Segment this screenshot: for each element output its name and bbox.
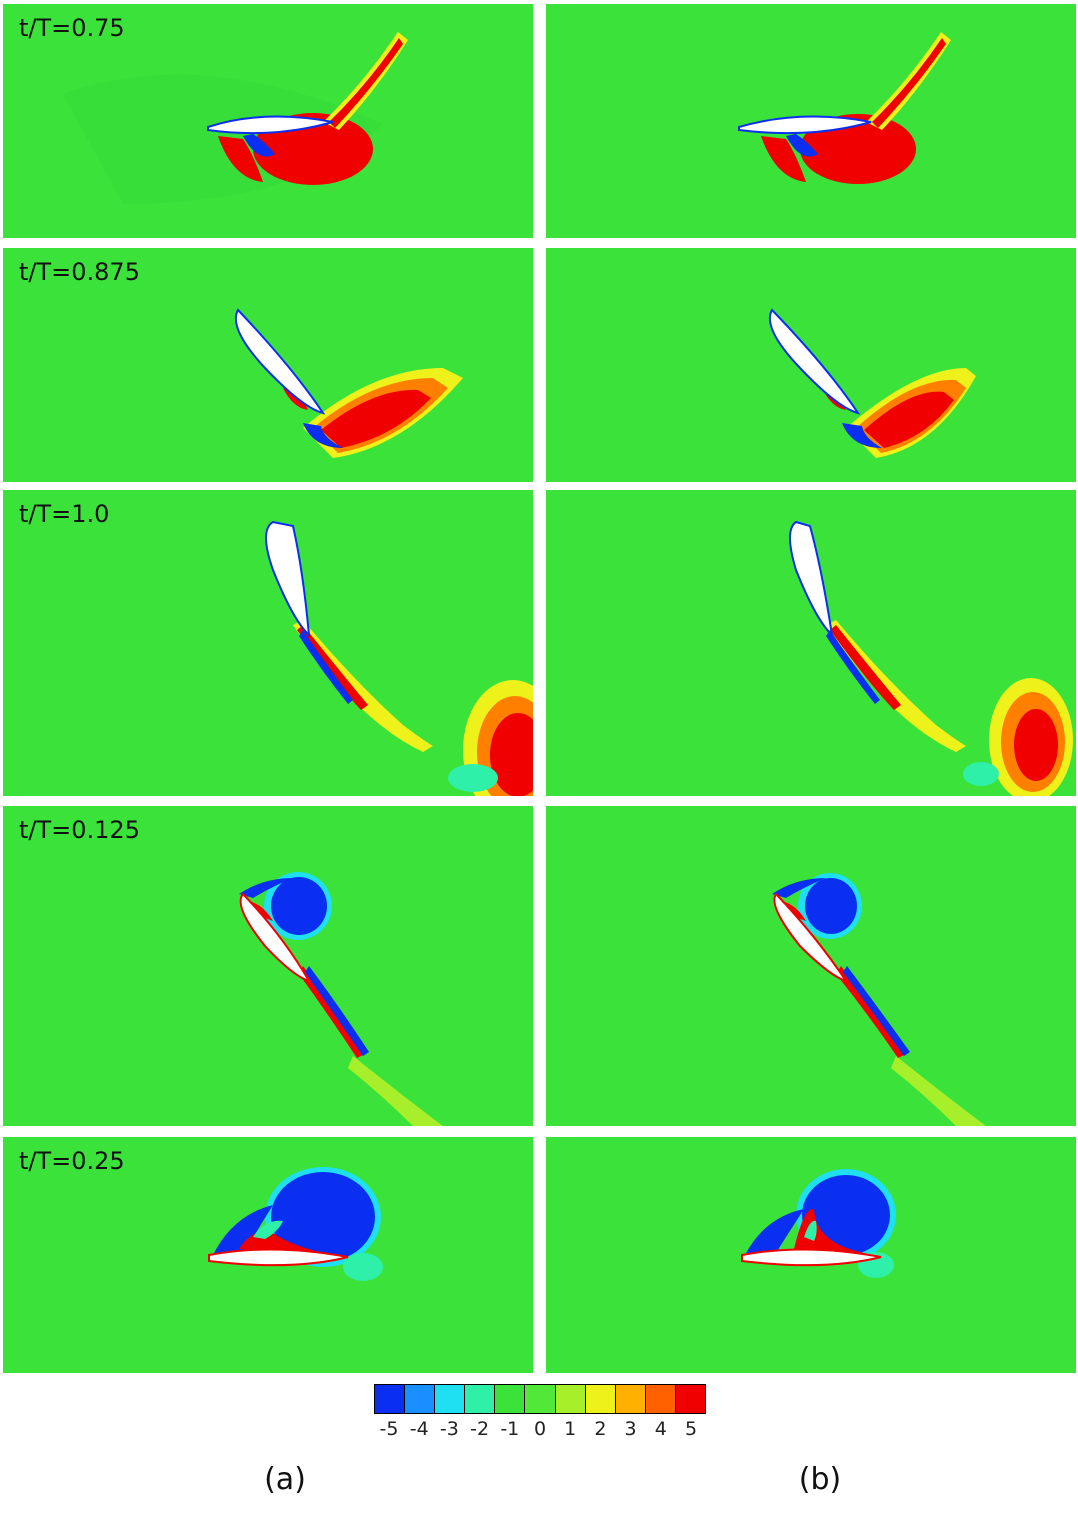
colorbar-swatch (525, 1385, 556, 1413)
colorbar-swatch (375, 1385, 406, 1413)
vorticity-contour (738, 32, 951, 184)
vorticity-contour (239, 872, 443, 1126)
vorticity-contour (772, 873, 986, 1126)
colorbar-swatch (615, 1385, 646, 1413)
colorbar-tick-label: 2 (594, 1418, 607, 1440)
colorbar-tick-label: -2 (470, 1418, 490, 1440)
colorbar-tick-label: -5 (379, 1418, 399, 1440)
vorticity-contour (63, 32, 408, 204)
colorbar-swatch (645, 1385, 676, 1413)
panel-row3-b (546, 490, 1076, 796)
vorticity-contour (208, 1167, 383, 1281)
panel-row5-a: t/T=0.25 (3, 1137, 533, 1373)
colorbar-swatch (405, 1385, 436, 1413)
vorticity-contour (234, 308, 463, 458)
colorbar-tick-label: 4 (654, 1418, 667, 1440)
time-label: t/T=0.75 (19, 14, 125, 42)
colorbar-tick-label: -4 (409, 1418, 429, 1440)
panel-row1-b (546, 4, 1076, 238)
panel-row4-a: t/T=0.125 (3, 806, 533, 1126)
panel-row5-b (546, 1137, 1076, 1373)
colorbar-tick-label: 0 (533, 1418, 547, 1440)
colorbar-swatch (675, 1385, 706, 1413)
vorticity-contour (741, 1169, 896, 1278)
panel-row2-b (546, 248, 1076, 482)
colorbar-swatch (495, 1385, 526, 1413)
time-label: t/T=1.0 (19, 500, 110, 528)
colorbar-swatch (585, 1385, 616, 1413)
vorticity-contour (768, 308, 976, 458)
time-label: t/T=0.25 (19, 1147, 125, 1175)
colorbar-swatch (555, 1385, 586, 1413)
vorticity-contour (789, 520, 1073, 796)
colorbar (374, 1384, 706, 1414)
subfigure-label-b: (b) (798, 1462, 842, 1497)
colorbar-tick-label: 3 (624, 1418, 637, 1440)
panel-row4-b (546, 806, 1076, 1126)
colorbar-tick-label: -3 (439, 1418, 459, 1440)
panel-row2-a: t/T=0.875 (3, 248, 533, 482)
colorbar-tick-label: 1 (564, 1418, 577, 1440)
vorticity-contour (265, 520, 533, 796)
time-label: t/T=0.125 (19, 816, 140, 844)
colorbar-ticks: -5 -4 -3 -2 -1 0 1 2 3 4 5 (367, 1418, 713, 1444)
colorbar-tick-label: 5 (684, 1418, 698, 1440)
subfigure-label-a: (a) (264, 1462, 306, 1497)
time-label: t/T=0.875 (19, 258, 140, 286)
panel-row1-a: t/T=0.75 (3, 4, 533, 238)
colorbar-tick-label: -1 (500, 1418, 520, 1440)
panel-row3-a: t/T=1.0 (3, 490, 533, 796)
colorbar-swatch (435, 1385, 466, 1413)
colorbar-swatch (465, 1385, 496, 1413)
